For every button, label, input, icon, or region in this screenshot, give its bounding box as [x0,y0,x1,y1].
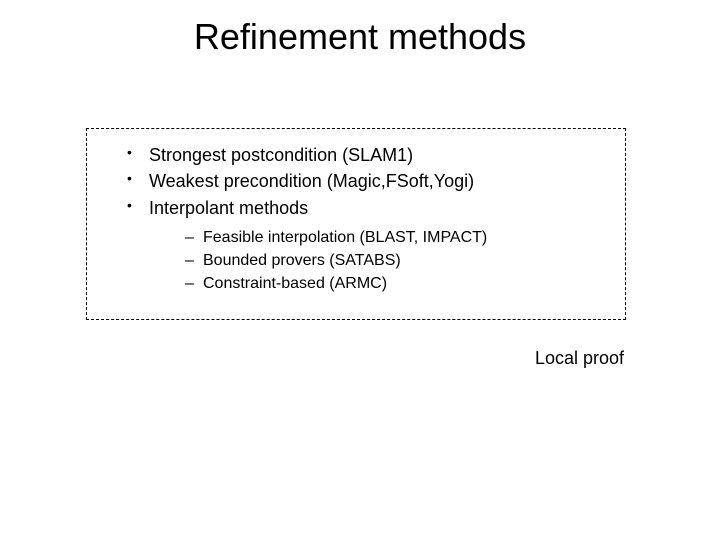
bullet-item: Strongest postcondition (SLAM1) [127,143,615,167]
sub-item: Bounded provers (SATABS) [185,249,615,272]
bullet-text: Weakest precondition (Magic,FSoft,Yogi) [149,171,474,191]
sub-list: Feasible interpolation (BLAST, IMPACT) B… [149,226,615,296]
bullet-item: Weakest precondition (Magic,FSoft,Yogi) [127,169,615,193]
slide: Refinement methods Strongest postconditi… [0,0,720,540]
bullet-list: Strongest postcondition (SLAM1) Weakest … [97,143,615,295]
caption-text: Local proof [535,348,624,369]
sub-item: Feasible interpolation (BLAST, IMPACT) [185,226,615,249]
bullet-item: Interpolant methods Feasible interpolati… [127,196,615,296]
sub-item: Constraint-based (ARMC) [185,272,615,295]
content-box: Strongest postcondition (SLAM1) Weakest … [86,128,626,320]
slide-title: Refinement methods [0,16,720,58]
bullet-text: Interpolant methods [149,198,308,218]
bullet-text: Strongest postcondition (SLAM1) [149,145,413,165]
